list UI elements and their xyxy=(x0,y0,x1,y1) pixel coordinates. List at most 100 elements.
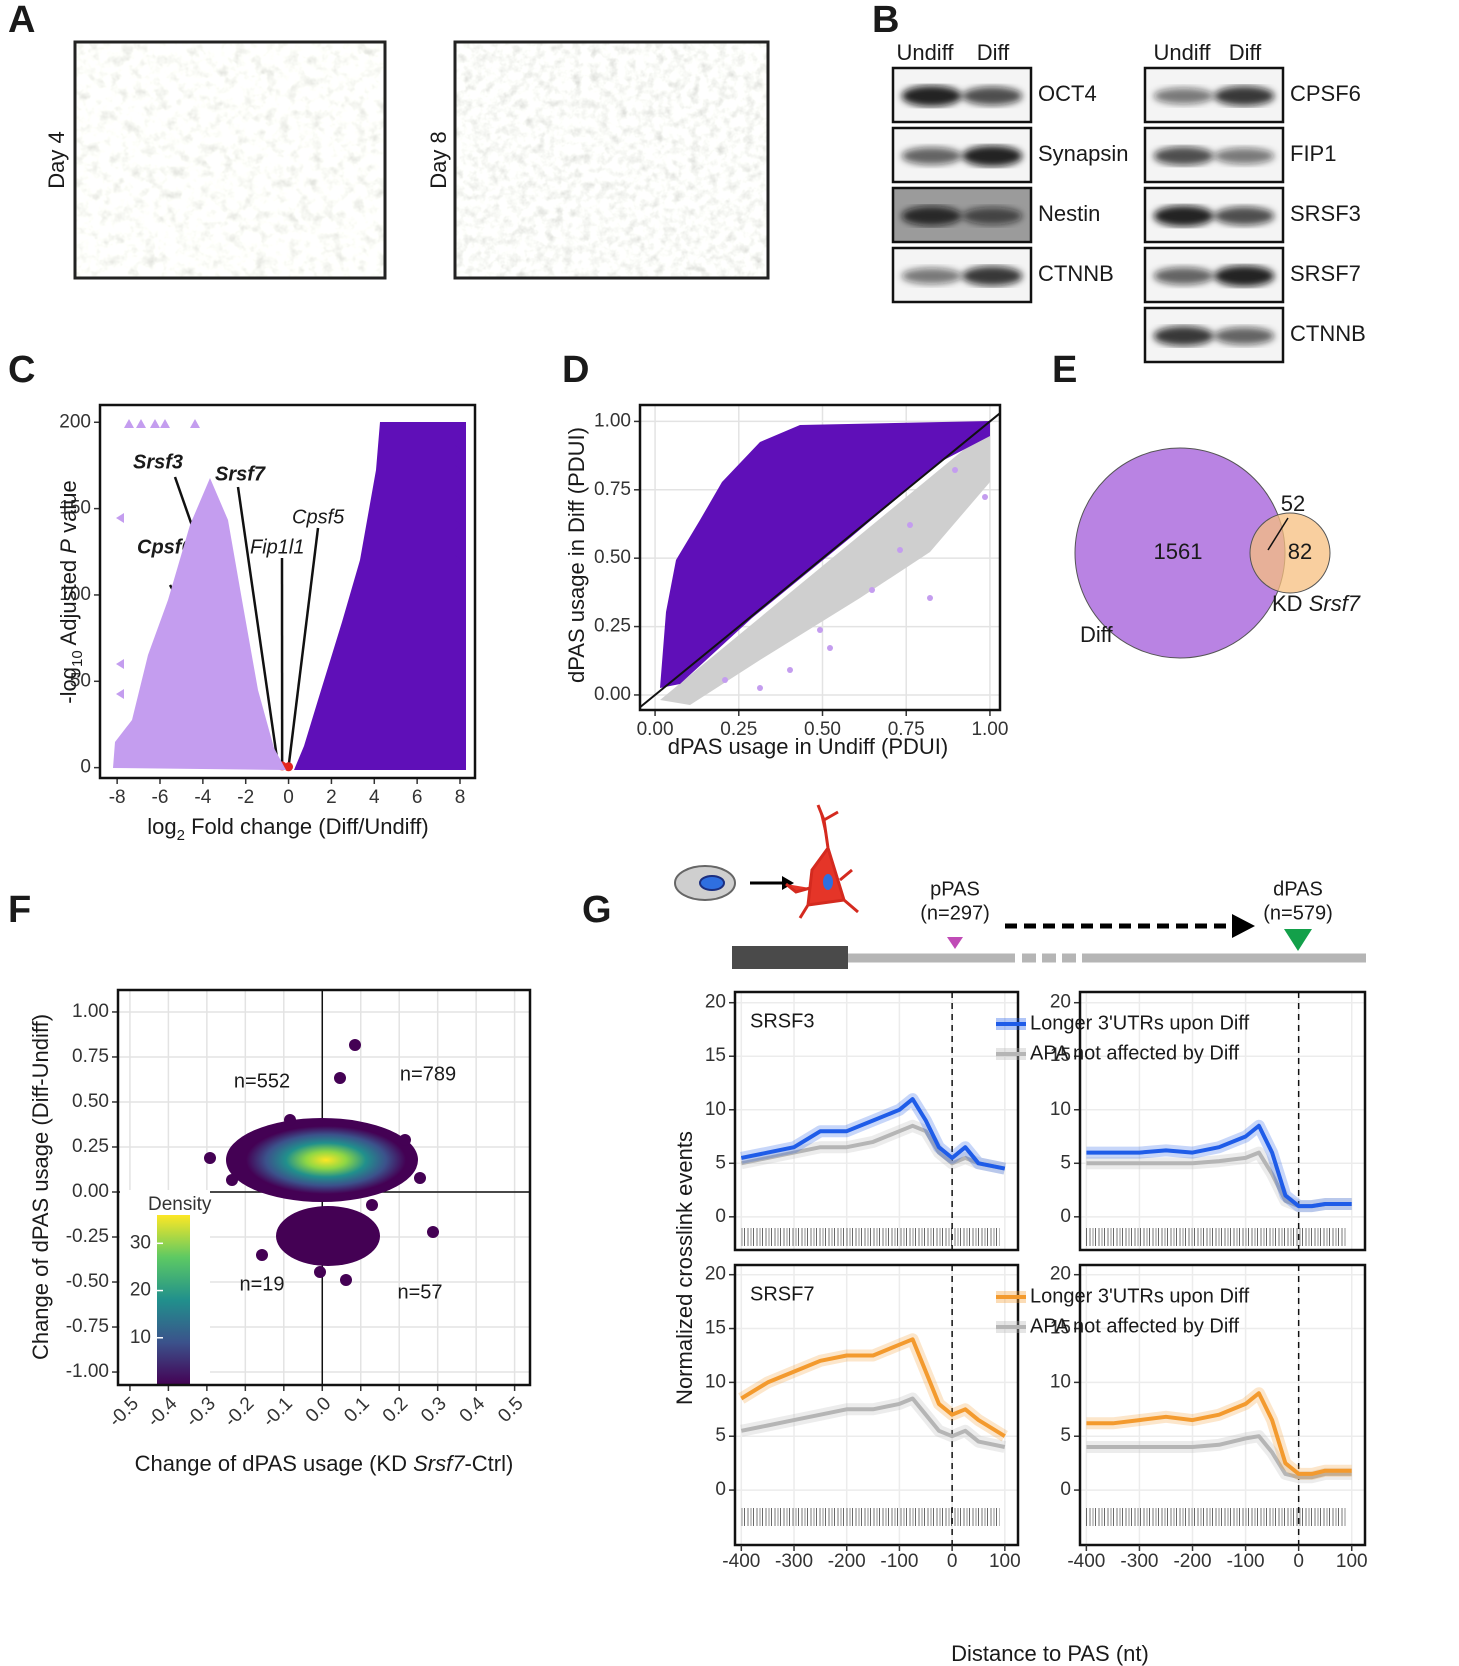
blot-band xyxy=(1153,205,1214,227)
x-tick-label: 0.2 xyxy=(379,1393,413,1427)
profile-line xyxy=(1086,1391,1352,1476)
x-tick-label: 0.0 xyxy=(302,1393,336,1427)
blot-band xyxy=(1153,267,1214,285)
highlight-point xyxy=(284,762,294,772)
x-tick-label: 4 xyxy=(369,787,380,808)
blot-bands xyxy=(901,266,1023,286)
y-tick-label: 10 xyxy=(1050,1371,1071,1392)
blot-label: Synapsin xyxy=(1038,141,1129,166)
y-tick-label: 0.00 xyxy=(72,1181,109,1202)
profile-line xyxy=(740,1337,1006,1438)
plot-frame xyxy=(116,988,532,1387)
text-part: -log xyxy=(56,667,81,704)
y-tick-label: -0.25 xyxy=(66,1226,109,1247)
blot-column-label: Diff xyxy=(1229,40,1262,65)
blot-band xyxy=(962,86,1023,106)
x-tick-label: -0.4 xyxy=(143,1393,181,1431)
y-tick-label: -0.50 xyxy=(66,1271,109,1292)
y-tick-label: 100 xyxy=(59,584,91,605)
panel-label: A xyxy=(8,0,35,41)
y-tick-label: 0.25 xyxy=(594,616,631,637)
y-axis-label: dPAS usage in Diff (PDUI) xyxy=(564,427,589,683)
y-tick-label: 1.00 xyxy=(72,1001,109,1022)
panel-label: E xyxy=(1052,349,1077,391)
text-part: 10 xyxy=(69,650,86,667)
text-part: value xyxy=(56,480,81,539)
blot-label: CPSF6 xyxy=(1290,81,1361,106)
capped-points xyxy=(454,445,462,565)
point-cloud xyxy=(113,478,286,770)
annotation: Cpsf5 xyxy=(292,506,345,528)
y-axis-label: -log10 Adjusted P value xyxy=(56,480,87,703)
neuron-icon xyxy=(785,804,859,919)
x-tick-label: 0.25 xyxy=(720,719,757,740)
x-tick-label: -100 xyxy=(1227,1551,1265,1572)
x-tick-label: 0.50 xyxy=(804,719,841,740)
y-tick-label: 15 xyxy=(705,1045,726,1066)
x-tick-label: -0.5 xyxy=(105,1393,143,1431)
blot-band xyxy=(962,207,1023,225)
y-tick-label: -0.75 xyxy=(66,1316,109,1337)
y-tick-label: 20 xyxy=(1050,1264,1071,1285)
y-tick-label: 0.25 xyxy=(72,1136,109,1157)
plot-frame xyxy=(733,1263,1020,1547)
blot-bands xyxy=(901,145,1023,167)
x-tick-label: 0.4 xyxy=(456,1393,490,1427)
micrograph xyxy=(455,42,768,278)
nucleus-icon xyxy=(699,875,725,891)
rug xyxy=(1086,1228,1347,1246)
legend-label: APA not affected by Diff xyxy=(1030,1042,1239,1064)
blot-bands xyxy=(1153,146,1275,166)
blot-column-label: Undiff xyxy=(1153,40,1211,65)
panel-label: B xyxy=(872,0,899,41)
panel-protein-label: SRSF3 xyxy=(750,1010,814,1032)
y-tick-label: 0.75 xyxy=(72,1046,109,1067)
rug xyxy=(741,1508,1000,1526)
legend-label: Longer 3'UTRs upon Diff xyxy=(1030,1285,1250,1307)
y-axis-label: Normalized crosslink events xyxy=(672,1131,697,1405)
plot-frame xyxy=(98,403,477,780)
blot-column-label: Diff xyxy=(977,40,1010,65)
profile-line xyxy=(740,1123,1006,1171)
x-tick-label: -0.3 xyxy=(182,1393,220,1431)
arrowhead xyxy=(1232,914,1255,938)
text-part: 2 xyxy=(177,827,185,844)
blot-label: OCT4 xyxy=(1038,81,1097,106)
colorbar-tick-label: 30 xyxy=(130,1232,151,1253)
x-tick-label: 0 xyxy=(1293,1551,1304,1572)
y-tick-label: 5 xyxy=(1060,1425,1071,1446)
y-tick-label: 0.75 xyxy=(594,479,631,500)
micrograph-frame xyxy=(73,40,387,280)
profile-line xyxy=(740,1396,1006,1449)
legend-label: Longer 3'UTRs upon Diff xyxy=(1030,1012,1250,1034)
x-axis-label: log2 Fold change (Diff/Undiff) xyxy=(147,814,428,845)
blot-band xyxy=(1214,265,1275,287)
scatter-clouds xyxy=(660,421,990,705)
y-tick-label: 200 xyxy=(59,411,91,432)
blot-band xyxy=(901,147,962,165)
ppas-marker xyxy=(947,937,963,949)
plot-frame xyxy=(1078,1263,1367,1547)
blot-label: FIP1 xyxy=(1290,141,1336,166)
dpas-label: dPAS xyxy=(1273,878,1323,900)
text-part: Fold change (Diff/Undiff) xyxy=(185,814,429,839)
panel-label: D xyxy=(562,349,589,391)
y-tick-label: 0.50 xyxy=(594,547,631,568)
venn-leader xyxy=(1267,517,1289,551)
x-tick-label: 2 xyxy=(326,787,337,808)
blot-bands xyxy=(1153,326,1275,346)
colorbar xyxy=(157,1215,190,1385)
x-tick-label: 0.00 xyxy=(637,719,674,740)
profile-line xyxy=(1086,1434,1352,1480)
colorbar-tick-label: 10 xyxy=(130,1327,151,1348)
blot-band xyxy=(1214,86,1275,106)
blot-band xyxy=(962,266,1023,286)
volcano-clouds xyxy=(113,419,466,770)
y-tick-label: 5 xyxy=(1060,1152,1071,1173)
micrograph-label: Day 4 xyxy=(44,131,69,188)
y-tick-label: 5 xyxy=(715,1152,726,1173)
x-tick-label: 0.1 xyxy=(340,1393,374,1427)
annotation-leader xyxy=(287,527,320,767)
blot-band xyxy=(1214,206,1275,226)
